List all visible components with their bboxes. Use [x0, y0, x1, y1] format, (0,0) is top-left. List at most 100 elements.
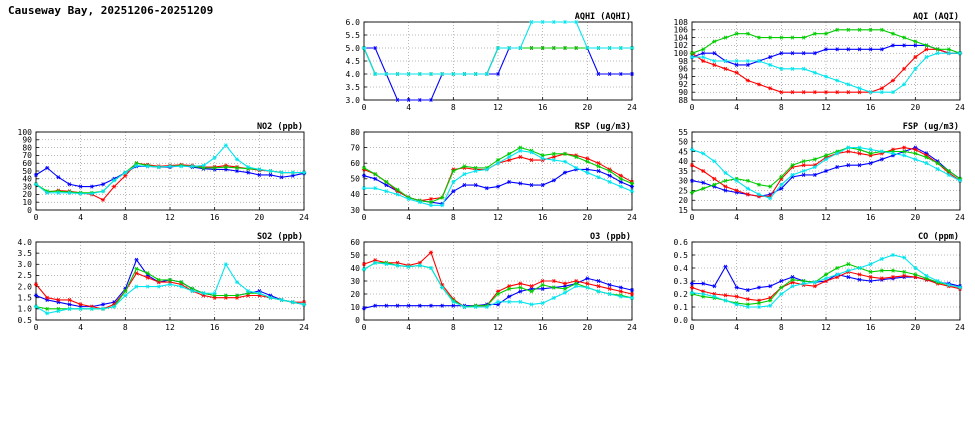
svg-text:0: 0: [362, 103, 367, 112]
svg-text:40: 40: [22, 175, 32, 184]
svg-text:100: 100: [18, 128, 33, 137]
svg-text:0: 0: [362, 213, 367, 222]
svg-text:30: 30: [350, 277, 360, 286]
chart-panel-rsp: 30 40 50 60 70 80 0 4 8 12 16 20 24 RSP (ug/m3): [330, 120, 638, 228]
svg-text:6.0: 6.0: [346, 18, 361, 27]
svg-text:0.4: 0.4: [674, 264, 689, 273]
svg-text:8: 8: [123, 213, 128, 222]
svg-text:0.0: 0.0: [674, 316, 689, 325]
svg-text:60: 60: [350, 159, 360, 168]
svg-text:4.0: 4.0: [346, 70, 361, 79]
svg-text:10: 10: [350, 303, 360, 312]
svg-text:24: 24: [627, 323, 637, 332]
svg-text:20: 20: [255, 323, 265, 332]
svg-text:4: 4: [734, 213, 739, 222]
svg-text:16: 16: [538, 213, 548, 222]
svg-text:2.5: 2.5: [18, 271, 33, 280]
svg-text:106: 106: [674, 26, 689, 35]
svg-text:O3 (ppb): O3 (ppb): [590, 232, 631, 242]
svg-text:20: 20: [22, 190, 32, 199]
svg-text:CO (ppm): CO (ppm): [918, 232, 959, 242]
svg-text:0: 0: [27, 206, 32, 215]
svg-text:AQI (AQI): AQI (AQI): [913, 12, 959, 22]
svg-text:100: 100: [674, 49, 689, 58]
svg-text:0.2: 0.2: [674, 290, 689, 299]
svg-text:16: 16: [538, 323, 548, 332]
svg-text:4.0: 4.0: [18, 238, 33, 247]
svg-text:70: 70: [22, 151, 32, 160]
svg-text:16: 16: [210, 323, 220, 332]
svg-text:0.5: 0.5: [674, 251, 689, 260]
svg-text:0: 0: [690, 103, 695, 112]
svg-text:24: 24: [955, 213, 965, 222]
svg-text:30: 30: [678, 177, 688, 186]
svg-text:70: 70: [350, 143, 360, 152]
svg-text:0.3: 0.3: [674, 277, 689, 286]
svg-text:8: 8: [451, 323, 456, 332]
svg-text:24: 24: [627, 213, 637, 222]
svg-text:8: 8: [451, 103, 456, 112]
chart-panel-o3: 0 10 20 30 40 50 60 0 4 8 12 16 20 24 O3 (ppb): [330, 230, 638, 338]
svg-text:108: 108: [674, 18, 689, 27]
svg-text:24: 24: [955, 103, 965, 112]
svg-text:10: 10: [22, 198, 32, 207]
svg-text:20: 20: [583, 213, 593, 222]
svg-text:35: 35: [678, 167, 688, 176]
svg-text:16: 16: [538, 103, 548, 112]
svg-text:8: 8: [779, 213, 784, 222]
svg-text:80: 80: [350, 128, 360, 137]
svg-text:0.5: 0.5: [18, 316, 33, 325]
svg-text:0.1: 0.1: [674, 303, 689, 312]
svg-text:24: 24: [955, 323, 965, 332]
svg-text:90: 90: [22, 136, 32, 145]
svg-text:40: 40: [678, 157, 688, 166]
svg-text:12: 12: [821, 213, 831, 222]
svg-text:0: 0: [690, 323, 695, 332]
svg-text:96: 96: [678, 65, 688, 74]
chart-panel-so2: 0.5 1.0 1.5 2.0 2.5 3.0 3.5 4.0 0 4 8 12 16 20 24 SO2 (…: [2, 230, 310, 338]
svg-text:24: 24: [299, 323, 309, 332]
svg-text:88: 88: [678, 96, 688, 105]
svg-text:4: 4: [406, 323, 411, 332]
svg-text:12: 12: [165, 323, 175, 332]
chart-panel-no2: 0 10 20 30 40 50 60 70 80 90 100 0 4 8 12 16 20 24 NO2 (pp…: [2, 120, 310, 228]
svg-text:3.0: 3.0: [346, 96, 361, 105]
svg-text:16: 16: [210, 213, 220, 222]
svg-text:92: 92: [678, 80, 688, 89]
svg-text:40: 40: [350, 264, 360, 273]
svg-text:AQHI (AQHI): AQHI (AQHI): [575, 12, 631, 22]
svg-text:45: 45: [678, 147, 688, 156]
svg-text:1.5: 1.5: [18, 294, 33, 303]
svg-text:24: 24: [627, 103, 637, 112]
svg-text:50: 50: [350, 175, 360, 184]
svg-text:16: 16: [866, 323, 876, 332]
svg-text:50: 50: [678, 138, 688, 147]
svg-text:90: 90: [678, 88, 688, 97]
svg-text:8: 8: [779, 323, 784, 332]
svg-text:8: 8: [451, 213, 456, 222]
svg-text:25: 25: [678, 186, 688, 195]
svg-text:16: 16: [866, 213, 876, 222]
svg-text:4: 4: [734, 323, 739, 332]
svg-text:20: 20: [350, 290, 360, 299]
svg-text:0: 0: [34, 213, 39, 222]
svg-text:4: 4: [406, 213, 411, 222]
svg-text:RSP (ug/m3): RSP (ug/m3): [575, 122, 631, 132]
svg-text:SO2 (ppb): SO2 (ppb): [257, 232, 303, 242]
svg-text:12: 12: [165, 213, 175, 222]
svg-text:20: 20: [583, 323, 593, 332]
chart-panel-aqi: 88 90 92 94 96 98 100 102 104 106 108 0 4 8 12 16 20 24 AQ…: [658, 10, 966, 118]
svg-text:0: 0: [34, 323, 39, 332]
svg-text:20: 20: [911, 323, 921, 332]
svg-text:40: 40: [350, 190, 360, 199]
svg-text:20: 20: [583, 103, 593, 112]
svg-text:8: 8: [779, 103, 784, 112]
chart-panel-aqhi: 3.0 3.5 4.0 4.5 5.0 5.5 6.0 0 4 8 12 16 20 24 AQHI (AQ…: [330, 10, 638, 118]
svg-text:12: 12: [493, 323, 503, 332]
svg-text:FSP (ug/m3): FSP (ug/m3): [903, 122, 959, 132]
svg-text:16: 16: [866, 103, 876, 112]
svg-text:30: 30: [22, 182, 32, 191]
chart-panel-fsp: 15 20 25 30 35 40 45 50 55 0 4 8 12 16 20 24 FSP (ug/m3): [658, 120, 966, 228]
svg-text:5.0: 5.0: [346, 44, 361, 53]
svg-text:4: 4: [78, 213, 83, 222]
